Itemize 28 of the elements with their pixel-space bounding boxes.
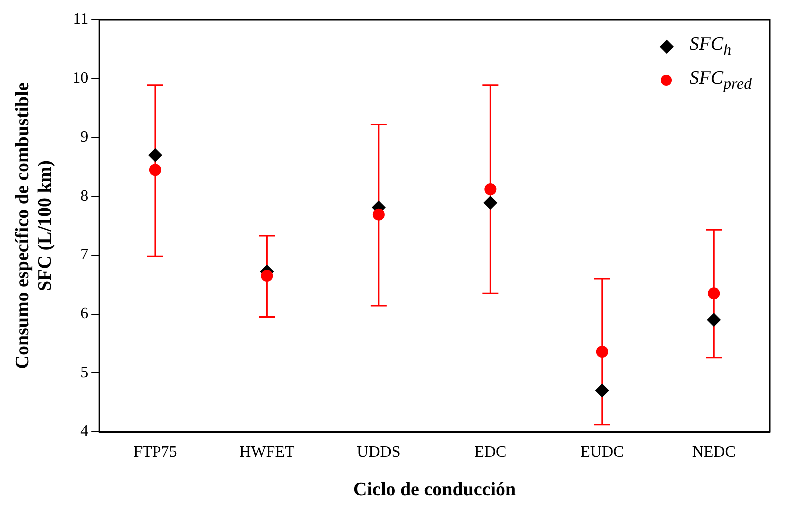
y-tick-label: 9 [80, 128, 89, 146]
y-tick-label: 10 [72, 70, 89, 88]
legend-label: SFC$_{h}$ [690, 34, 732, 60]
legend-label: SFC$_{pred}$ [690, 68, 752, 94]
point [708, 288, 720, 300]
point [707, 313, 722, 328]
y-tick-label: 6 [80, 305, 89, 322]
y-axis-title: Consumo específico de combustible SFC (L/100 km) [12, 82, 56, 370]
point [484, 196, 498, 210]
y-tick-label: 8 [80, 188, 89, 205]
x-tick-label: EUDC [580, 444, 624, 461]
y-tick-label: 7 [80, 246, 89, 264]
point [261, 270, 274, 282]
point [149, 164, 162, 176]
x-tick-label: EDC [474, 444, 507, 461]
x-tick-label: FTP75 [134, 444, 178, 461]
y-tick-label: 11 [73, 11, 89, 28]
point [372, 208, 385, 221]
y-tick-label: 5 [80, 364, 89, 382]
point [595, 384, 610, 398]
point [596, 346, 608, 358]
x-tick-label: HWFET [240, 444, 295, 461]
x-tick-label: UDDS [357, 444, 401, 461]
x-axis-title: Ciclo de conducción [354, 480, 517, 501]
y-tick-label: 4 [80, 423, 89, 440]
point [148, 148, 162, 162]
x-tick-label: NEDC [692, 444, 736, 461]
point [484, 184, 497, 196]
